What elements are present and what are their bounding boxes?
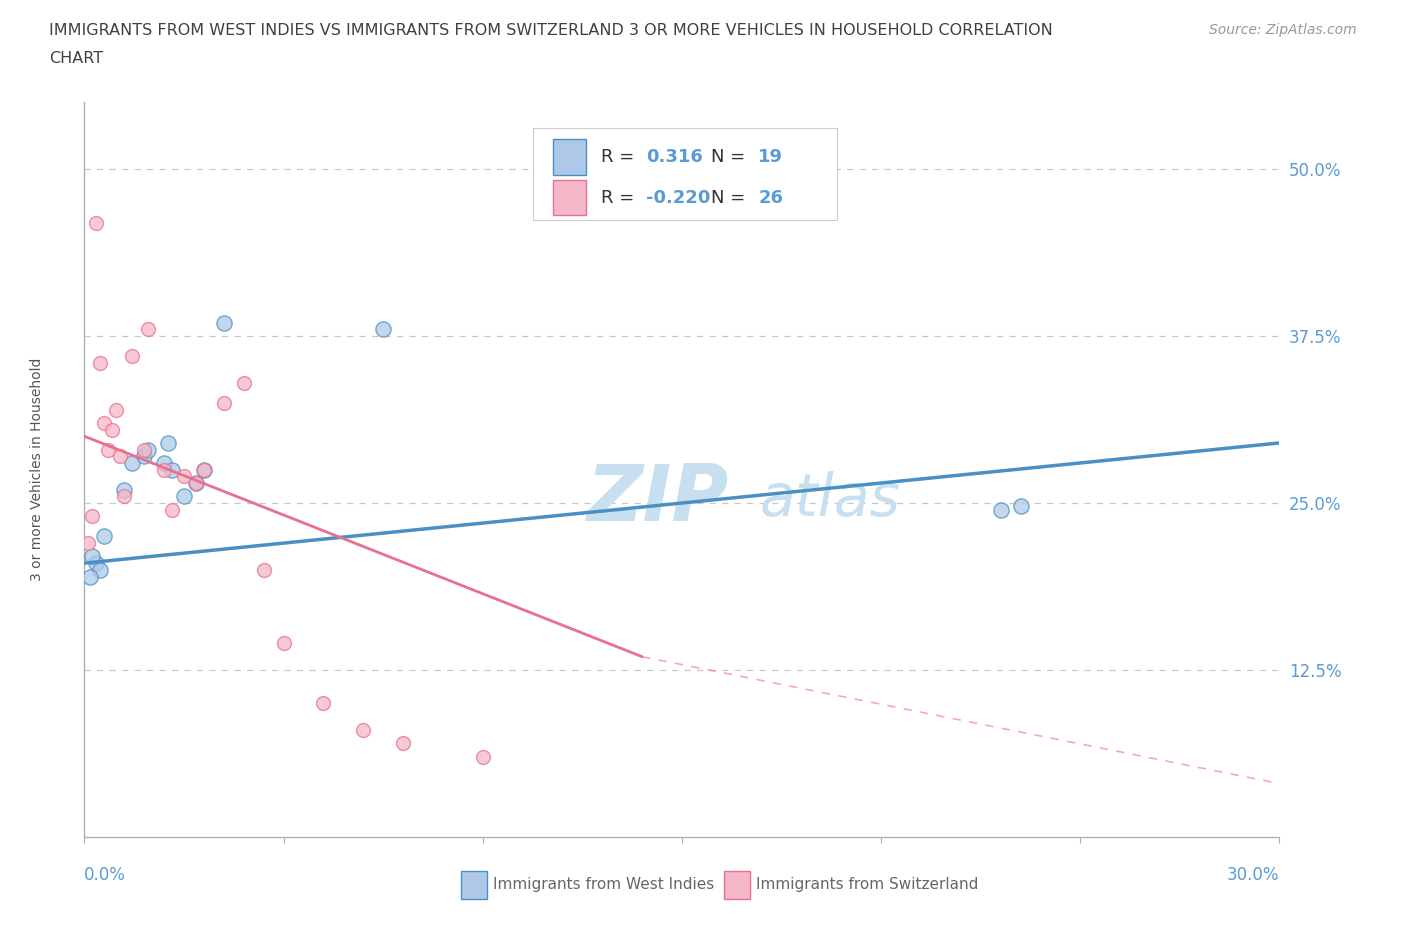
Text: Source: ZipAtlas.com: Source: ZipAtlas.com	[1209, 23, 1357, 37]
Point	[232, 376, 254, 391]
Point	[153, 456, 176, 471]
Point	[86, 215, 108, 230]
Point	[312, 696, 335, 711]
Point	[184, 475, 207, 490]
Point	[253, 563, 276, 578]
Text: 0.316: 0.316	[647, 148, 703, 166]
Text: Immigrants from Switzerland: Immigrants from Switzerland	[756, 877, 979, 892]
Point	[990, 502, 1012, 517]
Point	[82, 549, 104, 564]
Text: Immigrants from West Indies: Immigrants from West Indies	[494, 877, 714, 892]
Text: R =: R =	[600, 148, 634, 166]
Text: -0.220: -0.220	[647, 189, 710, 206]
Point	[136, 322, 159, 337]
Point	[86, 556, 108, 571]
Point	[82, 509, 104, 524]
Point	[121, 349, 143, 364]
Text: 3 or more Vehicles in Household: 3 or more Vehicles in Household	[30, 358, 44, 581]
Point	[173, 469, 195, 484]
Point	[392, 736, 415, 751]
Point	[173, 489, 195, 504]
Point	[89, 563, 111, 578]
Point	[157, 435, 180, 450]
FancyBboxPatch shape	[533, 128, 838, 219]
Point	[79, 569, 101, 584]
Point	[373, 322, 395, 337]
Point	[193, 462, 215, 477]
Point	[121, 456, 143, 471]
Point	[136, 442, 159, 457]
Text: ZIP: ZIP	[586, 461, 728, 537]
Bar	[461, 870, 486, 898]
Bar	[724, 870, 749, 898]
Point	[93, 529, 115, 544]
Point	[273, 636, 295, 651]
Point	[112, 483, 135, 498]
Point	[97, 442, 120, 457]
Point	[352, 723, 374, 737]
Point	[132, 442, 156, 457]
Point	[1010, 498, 1032, 513]
Text: 26: 26	[758, 189, 783, 206]
Text: atlas: atlas	[759, 471, 901, 527]
Text: 0.0%: 0.0%	[84, 867, 127, 884]
Point	[184, 475, 207, 490]
Point	[101, 422, 124, 437]
Point	[93, 416, 115, 431]
Point	[160, 462, 183, 477]
Point	[153, 462, 176, 477]
Point	[471, 750, 494, 764]
Point	[110, 449, 132, 464]
Point	[77, 536, 100, 551]
Text: CHART: CHART	[49, 51, 103, 66]
Point	[193, 462, 215, 477]
Point	[132, 449, 156, 464]
Text: 30.0%: 30.0%	[1227, 867, 1279, 884]
Text: N =: N =	[710, 148, 745, 166]
Point	[112, 489, 135, 504]
Point	[212, 395, 235, 410]
Point	[160, 502, 183, 517]
Text: R =: R =	[600, 189, 634, 206]
Text: IMMIGRANTS FROM WEST INDIES VS IMMIGRANTS FROM SWITZERLAND 3 OR MORE VEHICLES IN: IMMIGRANTS FROM WEST INDIES VS IMMIGRANT…	[49, 23, 1053, 38]
Point	[212, 315, 235, 330]
Point	[105, 402, 128, 417]
Point	[89, 355, 111, 370]
Text: N =: N =	[710, 189, 745, 206]
Bar	[553, 140, 586, 175]
Bar	[553, 180, 586, 215]
Text: 19: 19	[758, 148, 783, 166]
